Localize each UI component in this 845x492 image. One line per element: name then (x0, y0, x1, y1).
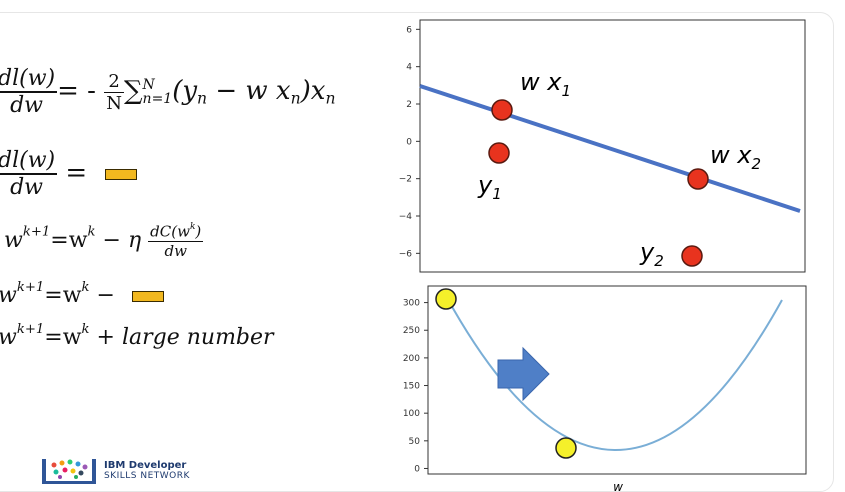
update-large-equation: wk+1=wk + large number (0, 322, 274, 351)
linear-fit-chart: 6 4 2 0 −2 −4 −6 w x1 y1 w x2 y2 (399, 19, 806, 273)
y-tick-label: 200 (403, 354, 420, 364)
chart-plot-area (419, 19, 806, 273)
y-tick-label: 4 (406, 63, 412, 73)
update-blank-equation: wk+1=wk − (0, 280, 164, 308)
x-axis-label: w (613, 480, 623, 491)
update-rule-equation: wk+1=wk − η dC(wk) dw (4, 222, 204, 260)
label-y1: y1 (477, 171, 502, 203)
y-tick-label: 300 (403, 299, 420, 309)
data-point-y2 (681, 245, 703, 267)
blank-placeholder (105, 168, 138, 180)
y-tick-label: −4 (399, 212, 413, 222)
gradient-blank-equation: dl(w) dw = (0, 148, 138, 200)
right-arrow-icon (497, 346, 550, 402)
marker-start (435, 288, 457, 310)
y-tick-label: 0 (406, 137, 412, 147)
brand-text: IBM Developer SKILLS NETWORK (104, 460, 190, 481)
label-y2: y2 (639, 238, 664, 270)
y-tick-label: 50 (409, 437, 421, 447)
loss-curve-chart: 300 250 200 150 100 50 0 w (403, 285, 807, 491)
y-tick-label: 250 (403, 326, 420, 336)
label-wx2: w x2 (710, 141, 761, 173)
y-tick-label: 6 (406, 25, 412, 35)
y-tick-label: −2 (399, 175, 412, 185)
ibm-skills-network-logo (42, 459, 96, 484)
chart-plot-area (427, 285, 807, 475)
y-tick-label: 150 (403, 382, 420, 392)
data-point-wx1 (491, 99, 513, 121)
marker-current (555, 437, 577, 459)
loss-curve (445, 295, 783, 451)
y-tick-label: −6 (399, 249, 413, 259)
y-tick-label: 0 (414, 464, 420, 474)
y-tick-label: 100 (403, 409, 420, 419)
y-tick-label: 2 (406, 100, 412, 110)
fit-line (419, 84, 801, 213)
data-point-wx2 (687, 168, 709, 190)
label-wx1: w x1 (520, 68, 571, 100)
blank-placeholder (131, 290, 164, 302)
data-point-y1 (488, 142, 510, 164)
